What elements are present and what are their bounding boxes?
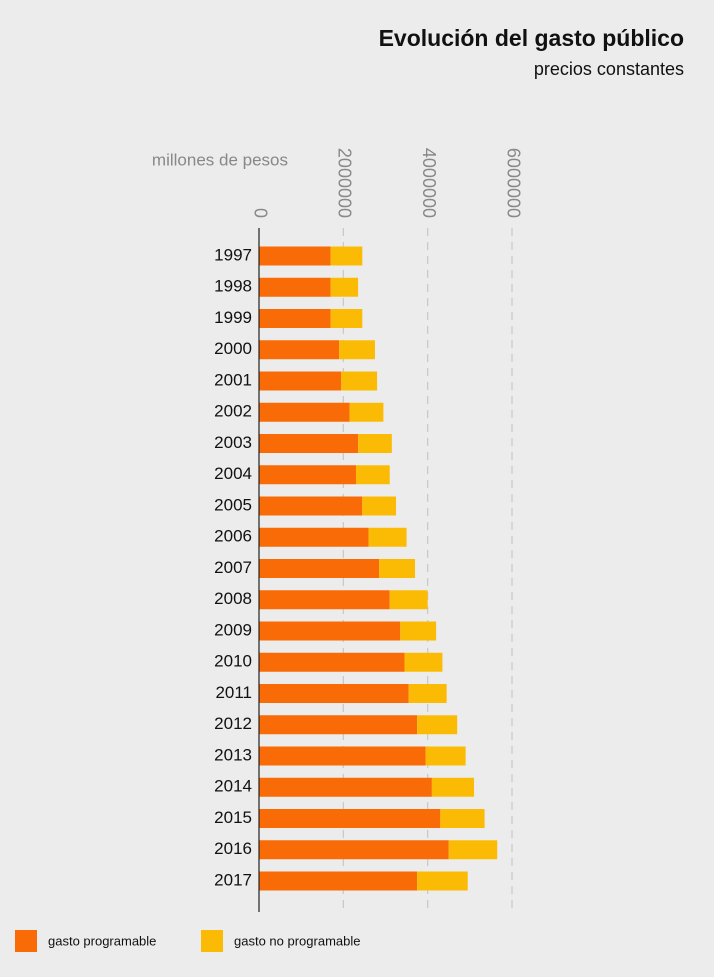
bar-segment (339, 340, 375, 360)
bar-segment (259, 402, 350, 422)
bar-segment (330, 246, 363, 266)
x-tick-label: 0 (250, 208, 270, 218)
bar-segment (362, 496, 397, 516)
bar-segment (259, 684, 409, 703)
bar-segment (425, 746, 466, 766)
bar-segment (259, 340, 340, 360)
bar-segment (259, 246, 331, 266)
bar-segment (389, 590, 428, 610)
y-tick-label: 2005 (214, 495, 252, 514)
x-tick-label: 2000000 (335, 148, 355, 218)
y-tick-label: 2000 (214, 339, 252, 358)
bar-segment (259, 496, 363, 516)
bar-segment (440, 809, 485, 828)
y-tick-label: 2012 (214, 714, 252, 733)
bar-segment (259, 465, 356, 485)
axis-label: millones de pesos (152, 150, 288, 169)
y-tick-label: 2001 (214, 370, 252, 389)
bar-segment (259, 434, 359, 453)
y-tick-label: 2016 (214, 839, 252, 858)
bar-segment (417, 871, 468, 891)
y-tick-label: 2003 (214, 433, 252, 452)
bar-segment (330, 309, 363, 328)
legend-label: gasto no programable (234, 933, 360, 948)
bar-segment (259, 746, 426, 766)
y-tick-label: 2009 (214, 620, 252, 639)
bar-segment (259, 277, 331, 297)
bar-segment (259, 715, 418, 735)
bar-segment (259, 840, 449, 860)
y-tick-label: 1999 (214, 308, 252, 327)
bar-segment (400, 621, 437, 641)
y-tick-label: 2017 (214, 870, 252, 889)
bar-segment (448, 840, 498, 860)
legend-swatch (201, 930, 223, 952)
bar-segment (259, 809, 441, 828)
bar-segment (259, 871, 418, 891)
y-tick-label: 2014 (214, 777, 252, 796)
bar-segment (417, 715, 458, 735)
x-tick-label: 6000000 (503, 148, 523, 218)
bar-segment (259, 559, 380, 578)
y-tick-label: 2008 (214, 589, 252, 608)
x-tick-label: 4000000 (419, 148, 439, 218)
y-tick-label: 2006 (214, 527, 252, 546)
bar-segment (349, 402, 384, 422)
chart-title: Evolución del gasto público (379, 25, 684, 51)
bar-segment (259, 371, 342, 391)
bar-segment (259, 309, 331, 328)
y-tick-label: 2002 (214, 402, 252, 421)
y-tick-label: 1997 (214, 245, 252, 264)
bar-segment (259, 590, 390, 610)
y-tick-label: 1998 (214, 277, 252, 296)
bar-segment (379, 559, 416, 578)
chart-subtitle: precios constantes (534, 59, 684, 79)
bar-segment (404, 652, 443, 672)
bar-segment (259, 652, 405, 672)
bar-segment (259, 621, 401, 641)
legend-label: gasto programable (48, 933, 156, 948)
y-tick-label: 2011 (215, 683, 252, 702)
y-tick-label: 2015 (214, 808, 252, 827)
bar-segment (330, 277, 359, 297)
bar-segment (431, 777, 475, 797)
bar-segment (368, 527, 407, 547)
legend-swatch (15, 930, 37, 952)
bar-segment (358, 434, 392, 453)
y-tick-label: 2007 (214, 558, 252, 577)
bar-segment (341, 371, 378, 391)
bar-segment (259, 777, 432, 797)
bar-segment (408, 684, 447, 703)
y-tick-label: 2004 (214, 464, 252, 483)
bar-segment (355, 465, 390, 485)
bar-segment (259, 527, 369, 547)
y-tick-label: 2010 (214, 652, 252, 671)
y-tick-label: 2013 (214, 745, 252, 764)
